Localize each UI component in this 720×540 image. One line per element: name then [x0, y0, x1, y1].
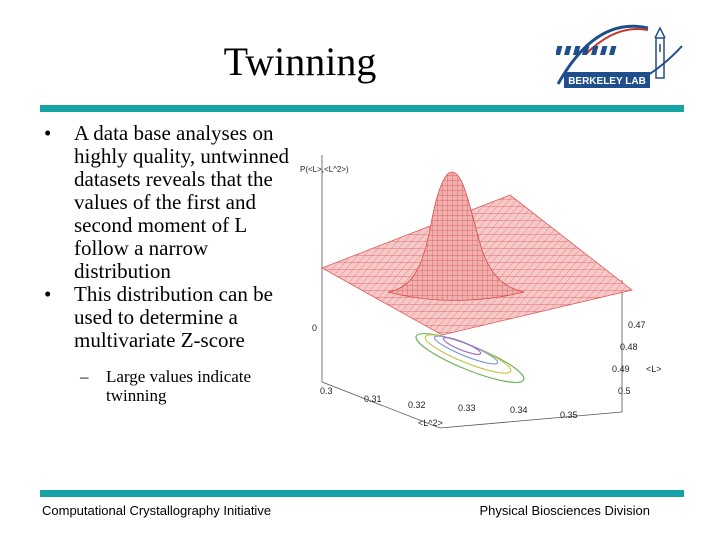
sub-bullet-text: Large values indicate twinning [106, 367, 252, 405]
sub-bullet-item: – Large values indicate twinning [40, 367, 300, 405]
bullet-text: A data base analyses on highly quality, … [74, 121, 290, 283]
y-axis-label: <L> [646, 364, 662, 374]
bullet-dot: • [44, 282, 52, 306]
bullet-text: This distribution can be used to determi… [74, 282, 273, 352]
x-axis-label: <L^2> [418, 418, 443, 428]
footer-right-text: Physical Biosciences Division [479, 503, 650, 518]
z-tick: 0 [312, 323, 317, 333]
bullet-list: • A data base analyses on highly quality… [40, 122, 300, 406]
footer-left-text: Computational Crystallography Initiative [42, 503, 272, 518]
surface-plot-image: P(<L>,<L^2>) 0 0.3 0.31 0.32 0.33 0.34 0… [300, 155, 662, 429]
bullet-dot: • [44, 121, 52, 145]
x-tick: 0.32 [408, 400, 426, 410]
slide-title: Twinning [223, 39, 377, 84]
x-tick: 0.35 [560, 410, 578, 420]
y-tick: 0.49 [612, 364, 630, 374]
x-tick: 0.3 [320, 386, 333, 396]
bullet-item: • A data base analyses on highly quality… [40, 122, 300, 283]
x-tick: 0.34 [510, 405, 528, 415]
y-tick: 0.47 [628, 320, 646, 330]
y-tick: 0.48 [620, 342, 638, 352]
y-tick: 0.5 [618, 386, 631, 396]
svg-text:BERKELEY LAB: BERKELEY LAB [568, 76, 646, 87]
footer-divider [40, 490, 684, 497]
sub-bullet-dash: – [80, 367, 89, 386]
x-tick: 0.31 [364, 394, 382, 404]
berkeley-lab-logo: BERKELEY LAB [556, 24, 683, 88]
x-tick: 0.33 [458, 403, 476, 413]
bullet-item: • This distribution can be used to deter… [40, 283, 300, 352]
title-divider [40, 105, 684, 112]
z-axis-label: P(<L>,<L^2>) [300, 165, 349, 174]
